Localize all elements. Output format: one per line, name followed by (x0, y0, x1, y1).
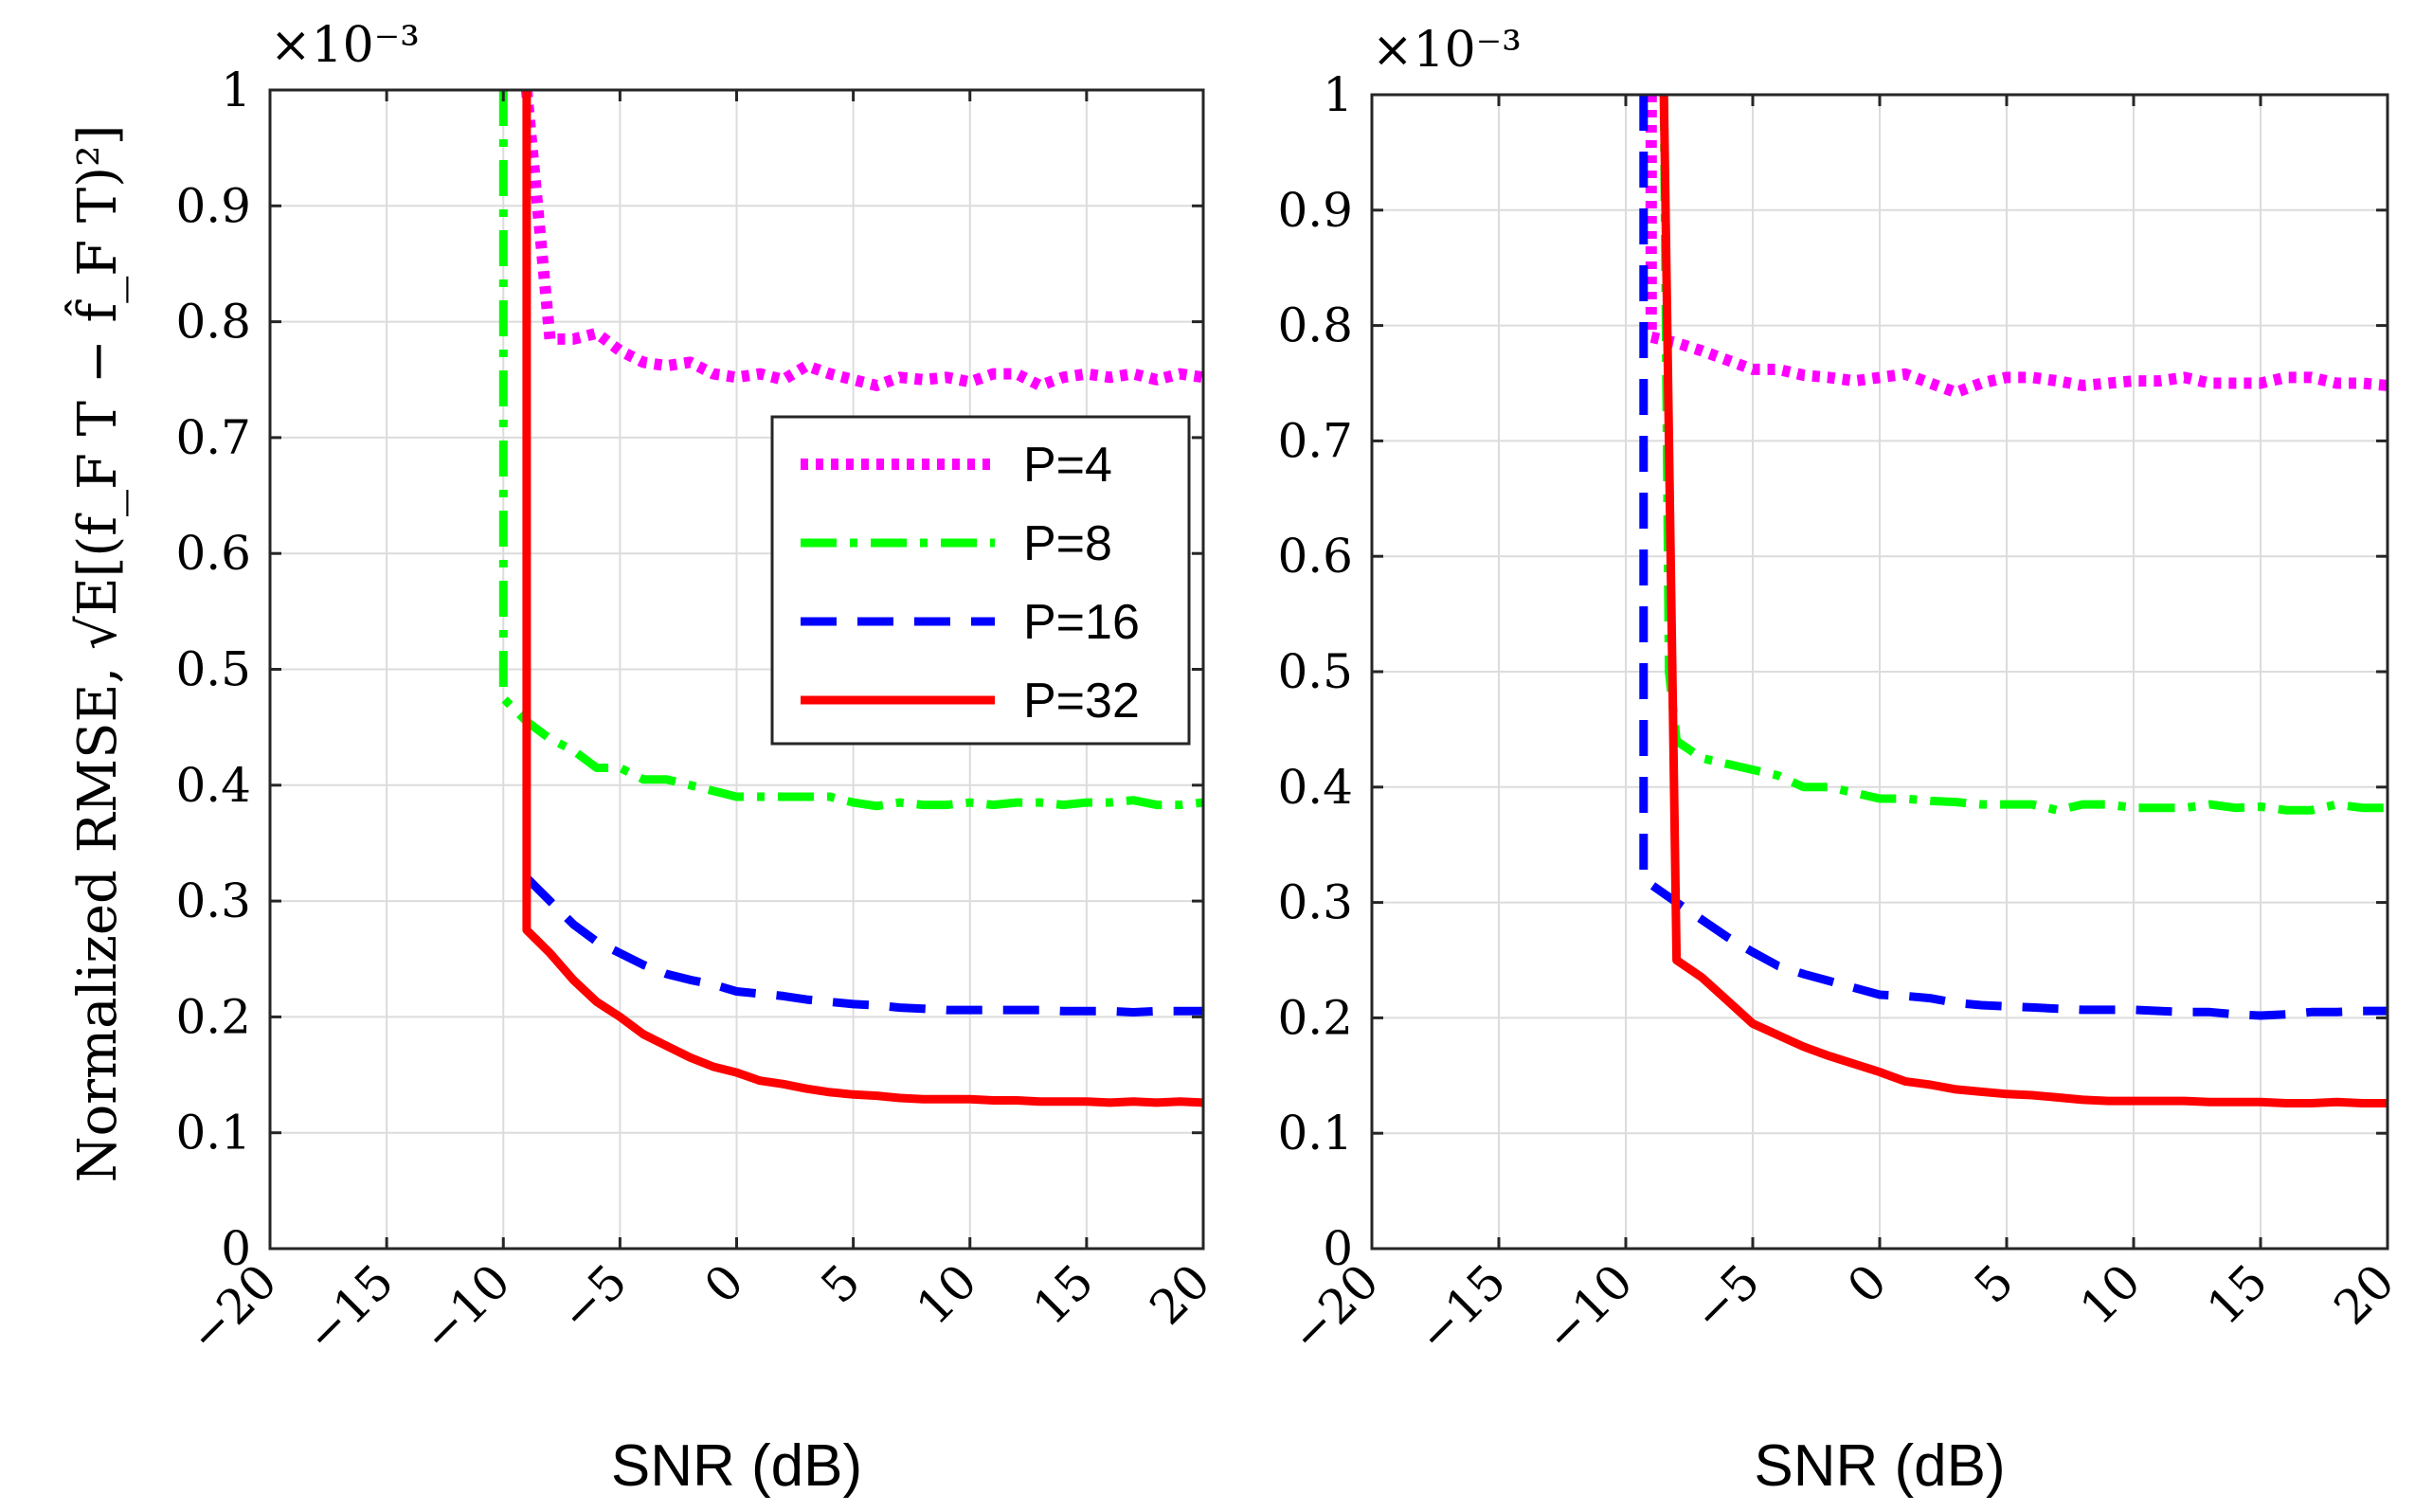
series-line-p-4 (1645, 95, 2388, 399)
legend: P=4 P=8 P=16 P=32 (770, 415, 1191, 746)
y-tick-label: 0.6 (1277, 529, 1353, 584)
x-tick-label: −5 (550, 1253, 638, 1341)
y-tick-label: 0.7 (1277, 413, 1353, 468)
y-tick-label: 0 (1323, 1221, 1353, 1276)
series-line-p-4 (520, 90, 1203, 391)
y-tick-label: 0 (221, 1221, 251, 1276)
y-multiplier-label: ×10⁻³ (1372, 22, 1522, 79)
x-tick-label: −15 (1407, 1253, 1517, 1363)
legend-label: P=8 (1023, 516, 1112, 571)
y-tick-label: 0.1 (1277, 1106, 1353, 1161)
y-tick-label: 1 (221, 63, 251, 117)
x-tick-label: 0 (694, 1253, 754, 1314)
legend-label: P=16 (1023, 595, 1140, 650)
y-tick-label: 0.1 (175, 1106, 251, 1161)
series-line-p-8 (1659, 95, 2388, 815)
y-tick-label: 0.5 (1277, 644, 1353, 699)
x-tick-label: 20 (2323, 1253, 2405, 1335)
x-tick-label: 10 (906, 1253, 987, 1335)
chart-panel-1: 0 0.1 0.2 0.3 0.4 0.5 0.6 0.7 0.8 0.9 1 −20 −15 −10 −5… (175, 17, 1220, 1499)
x-tick-label: −5 (1682, 1253, 1770, 1341)
y-tick-label: 0.2 (1277, 990, 1353, 1045)
x-tick-label: 15 (2196, 1253, 2278, 1335)
x-tick-label: 5 (1964, 1253, 2025, 1314)
y-multiplier-label: ×10⁻³ (270, 17, 420, 74)
series-group (1639, 95, 2388, 1107)
x-axis-label: SNR (dB) (611, 1433, 862, 1499)
series-line-p-32 (522, 90, 1203, 1107)
x-axis-label: SNR (dB) (1754, 1433, 2005, 1499)
y-tick-label: 0.3 (175, 873, 251, 928)
y-tick-label: 0.9 (175, 178, 251, 233)
legend-label: P=4 (1023, 438, 1112, 493)
x-tick-label: 20 (1139, 1253, 1220, 1335)
y-tick-label: 0.9 (1277, 183, 1353, 238)
y-tick-label: 0.8 (1277, 298, 1353, 353)
y-tick-label: 0.4 (175, 758, 251, 813)
chart-panel-2: 0 0.1 0.2 0.3 0.4 0.5 0.6 0.7 0.8 0.9 1 −20 −15 −10 −5… (1277, 22, 2405, 1499)
y-tick-label: 0.2 (175, 989, 251, 1044)
x-tick-label: −10 (1534, 1253, 1644, 1363)
x-tick-label: 5 (811, 1253, 872, 1314)
series-line-p-8 (498, 90, 1203, 811)
x-tick-label: 15 (1022, 1253, 1104, 1335)
y-tick-label: 0.6 (175, 526, 251, 581)
x-tick-label: −20 (1280, 1253, 1390, 1363)
x-tick-label: 0 (1837, 1253, 1898, 1314)
x-tick-label: −15 (295, 1253, 405, 1363)
legend-label: P=32 (1023, 674, 1140, 729)
series-group (498, 90, 1203, 1107)
y-tick-label: 0.8 (175, 295, 251, 350)
x-tick-label: −20 (178, 1253, 288, 1363)
y-tick-label: 0.4 (1277, 760, 1353, 815)
series-line-p-32 (1659, 95, 2388, 1107)
series-line-p-16 (1639, 95, 2388, 1020)
y-tick-label: 0.5 (175, 642, 251, 697)
y-axis-label: Normalized RMSE, √E[(f_F T − f̂_F T)²] (63, 125, 129, 1183)
series-line-p-16 (523, 874, 1203, 1017)
y-tick-label: 0.7 (175, 410, 251, 465)
x-tick-label: 10 (2069, 1253, 2151, 1335)
x-tick-label: −10 (411, 1253, 521, 1363)
y-tick-label: 1 (1323, 67, 1353, 122)
y-tick-label: 0.3 (1277, 875, 1353, 930)
